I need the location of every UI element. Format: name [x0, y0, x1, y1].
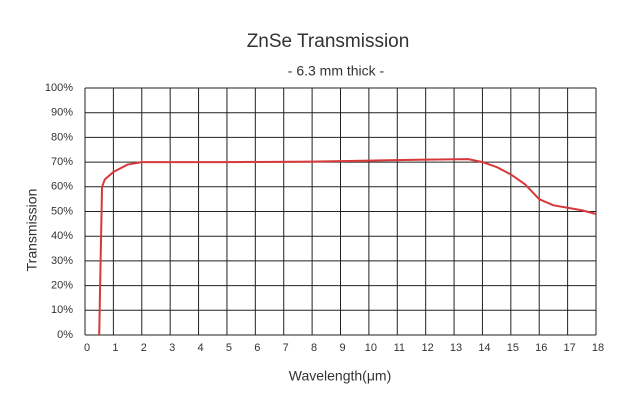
y-tick-label: 100% [45, 82, 73, 94]
x-tick-label: 14 [478, 342, 490, 354]
x-tick-label: 9 [339, 342, 345, 354]
y-tick-label: 80% [51, 131, 73, 143]
x-tick-label: 0 [84, 342, 90, 354]
chart-subtitle: - 6.3 mm thick - [288, 63, 385, 79]
y-tick-label: 0% [57, 329, 73, 341]
x-tick-label: 13 [450, 342, 462, 354]
y-axis-label: Transmission [24, 189, 40, 272]
x-tick-label: 3 [169, 342, 175, 354]
y-tick-label: 60% [51, 181, 73, 193]
x-tick-label: 4 [197, 342, 203, 354]
y-tick-label: 30% [51, 255, 73, 267]
x-tick-label: 18 [592, 342, 604, 354]
y-tick-label: 10% [51, 304, 73, 316]
y-tick-label: 20% [51, 280, 73, 292]
data-line [98, 158, 597, 336]
x-tick-label: 1 [112, 342, 118, 354]
x-tick-label: 17 [563, 342, 575, 354]
y-tick-label: 40% [51, 230, 73, 242]
x-tick-label: 6 [254, 342, 260, 354]
y-tick-label: 50% [51, 205, 73, 217]
x-tick-label: 2 [141, 342, 147, 354]
chart-title: ZnSe Transmission [247, 31, 410, 52]
y-tick-label: 70% [51, 156, 73, 168]
x-tick-label: 16 [535, 342, 547, 354]
y-tick-label: 90% [51, 107, 73, 119]
x-tick-label: 8 [311, 342, 317, 354]
x-tick-label: 15 [507, 342, 519, 354]
x-tick-label: 7 [283, 342, 289, 354]
x-axis-label: Wavelength(μm) [289, 368, 391, 384]
x-tick-label: 5 [226, 342, 232, 354]
x-tick-label: 12 [422, 342, 434, 354]
x-tick-label: 11 [394, 342, 405, 354]
x-tick-label: 10 [365, 342, 377, 354]
